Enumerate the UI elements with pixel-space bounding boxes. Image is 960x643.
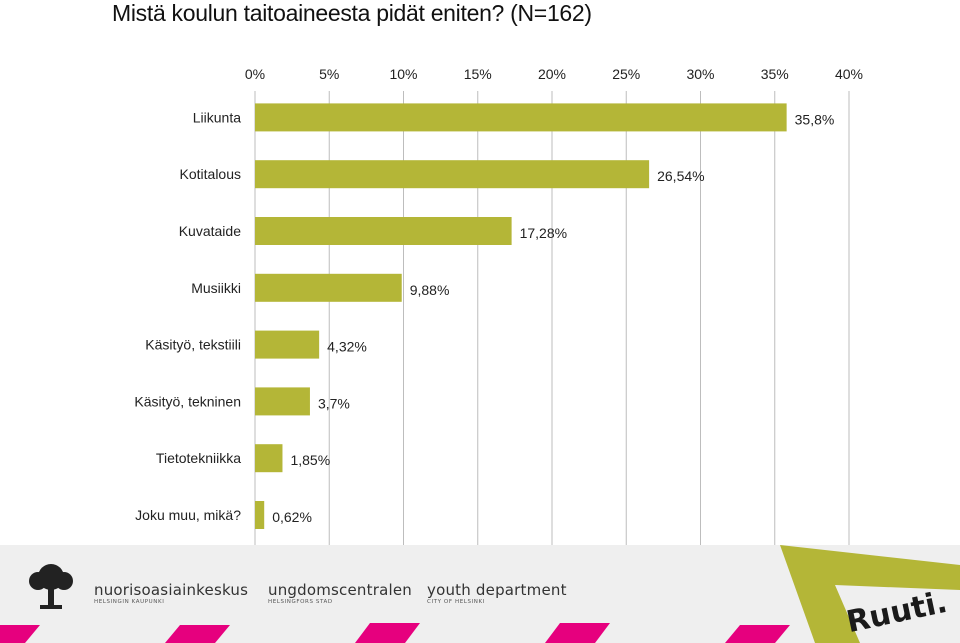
category-label: Tietotekniikka [156, 450, 241, 466]
data-label: 26,54% [657, 168, 704, 184]
category-label: Kuvataide [179, 223, 241, 239]
category-label: Liikunta [193, 109, 241, 125]
bar [255, 217, 512, 245]
x-tick-label: 15% [464, 66, 492, 82]
x-tick-label: 25% [612, 66, 640, 82]
data-label: 4,32% [327, 339, 367, 355]
brand-name: ungdomscentralen [268, 581, 412, 599]
brand-sub: CITY OF HELSINKI [427, 599, 485, 605]
brand-sub: HELSINGIN KAUPUNKI [94, 599, 165, 605]
pink-stripe [355, 623, 420, 643]
brand-name: nuorisoasiainkeskus [94, 581, 249, 599]
green-arrow-stripe [780, 545, 960, 643]
pink-stripe [725, 625, 790, 643]
x-tick-label: 35% [761, 66, 789, 82]
pink-stripe [545, 623, 610, 643]
x-tick-label: 40% [835, 66, 863, 82]
brand-ungdomscentralen: ungdomscentralen HELSINGFORS STAD [268, 581, 412, 605]
bar [255, 103, 787, 132]
bar [255, 273, 402, 302]
bar [255, 387, 310, 416]
bar [255, 330, 320, 359]
bar-chart: 0% 5% 10% 15% 20% 25% 30% 35% 40% Liikunta Kotita… [134, 66, 863, 545]
category-label: Käsityö, tekstiili [145, 337, 241, 353]
data-label: 0,62% [272, 509, 312, 525]
tree-logo-icon [29, 564, 73, 609]
x-tick-label: 0% [245, 66, 265, 82]
data-label: 35,8% [795, 111, 835, 127]
data-label: 3,7% [318, 395, 350, 411]
chart-title: Mistä koulun taitoaineesta pidät eniten?… [112, 0, 592, 26]
pink-stripe [165, 625, 230, 643]
data-label: 1,85% [290, 452, 330, 468]
footer-stripes [0, 545, 960, 643]
pink-stripe [0, 625, 40, 643]
category-label: Käsityö, tekninen [134, 393, 241, 409]
bar [255, 160, 650, 189]
brand-nuorisoasiainkeskus: nuorisoasiainkeskus HELSINGIN KAUPUNKI [94, 581, 248, 605]
bar [255, 501, 265, 529]
x-tick-label: 10% [389, 66, 417, 82]
data-label: 9,88% [410, 282, 450, 298]
category-label: Musiikki [191, 280, 241, 296]
data-label: 17,28% [520, 225, 567, 241]
brand-youth-department: youth department CITY OF HELSINKI [427, 581, 567, 605]
x-tick-label: 30% [686, 66, 714, 82]
bar [255, 444, 283, 473]
footer-banner: nuorisoasiainkeskus HELSINGIN KAUPUNKI u… [0, 545, 960, 643]
brand-sub: HELSINGFORS STAD [268, 599, 333, 605]
x-tick-label: 5% [319, 66, 339, 82]
category-label: Joku muu, mikä? [135, 507, 241, 523]
x-tick-label: 20% [538, 66, 566, 82]
category-label: Kotitalous [180, 166, 241, 182]
brand-name: youth department [427, 581, 567, 599]
